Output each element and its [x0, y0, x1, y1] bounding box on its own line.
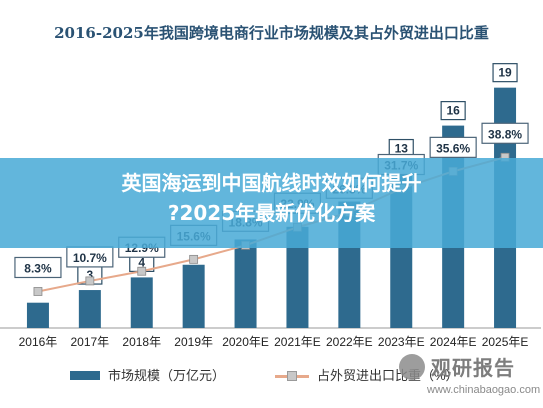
share-value-label-1: 10.7% — [73, 251, 107, 265]
bar-1 — [78, 290, 101, 328]
bar-4 — [234, 239, 257, 328]
watermark: 观研报告 www.chinabaogao.com — [397, 352, 541, 404]
x-tick-label-3: 2019年 — [174, 335, 213, 349]
watermark-url: www.chinabaogao.com — [427, 384, 541, 396]
bar-value-label-7: 13 — [395, 142, 409, 156]
share-value-label-8: 35.6% — [436, 141, 470, 155]
bar-2 — [130, 277, 153, 328]
x-tick-label-9: 2025年E — [482, 335, 529, 349]
x-tick-label-4: 2020年E — [222, 335, 269, 349]
bar-value-box-8 — [440, 100, 466, 121]
share-value-box-8 — [429, 136, 477, 158]
x-tick-label-5: 2021年E — [274, 335, 321, 349]
chart-title: 2016-2025年我国跨境电商行业市场规模及其占外贸进出口比重 — [54, 24, 489, 42]
share-point-3 — [189, 254, 199, 264]
x-tick-label-1: 2017年 — [70, 335, 109, 349]
x-tick-label-8: 2024年E — [430, 335, 477, 349]
share-value-box-0 — [14, 256, 62, 279]
legend-line-marker — [287, 371, 297, 381]
bar-value-label-2: 4 — [138, 255, 145, 269]
share-value-label-9: 38.8% — [488, 127, 522, 141]
bar-value-box-9 — [492, 63, 518, 83]
share-point-1 — [85, 276, 95, 286]
x-tick-label-2: 2018年 — [122, 335, 161, 349]
watermark-logo-icon — [399, 354, 425, 380]
banner-line-1: 英国海运到中国航线时效如何提升 — [121, 171, 422, 195]
share-value-label-0: 8.3% — [24, 261, 52, 275]
banner-line-2: ?2025年最新优化方案 — [167, 201, 376, 225]
share-point-2 — [137, 266, 147, 276]
promo-banner-text[interactable]: 英国海运到中国航线时效如何提升 ?2025年最新优化方案 — [40, 168, 503, 228]
promo-banner[interactable] — [0, 158, 543, 248]
bar-5 — [286, 226, 309, 328]
chart-legend: 市场规模（万亿元） 占外贸进出口比重（%） — [70, 364, 490, 388]
bar-value-label-9: 19 — [498, 66, 512, 80]
bar-value-label-8: 16 — [446, 104, 460, 118]
bar-0 — [26, 302, 49, 328]
x-tick-label-6: 2022年E — [326, 335, 373, 349]
watermark-brand: 观研报告 — [431, 358, 515, 380]
x-tick-label-0: 2016年 — [19, 335, 58, 349]
legend-bar-label: 市场规模（万亿元） — [108, 368, 226, 383]
share-value-box-9 — [481, 122, 529, 144]
x-tick-label-7: 2023年E — [378, 335, 425, 349]
bar-value-label-1: 3 — [87, 268, 94, 282]
bar-3 — [182, 264, 205, 328]
share-point-0 — [33, 287, 43, 296]
legend-bar-swatch — [70, 371, 100, 380]
